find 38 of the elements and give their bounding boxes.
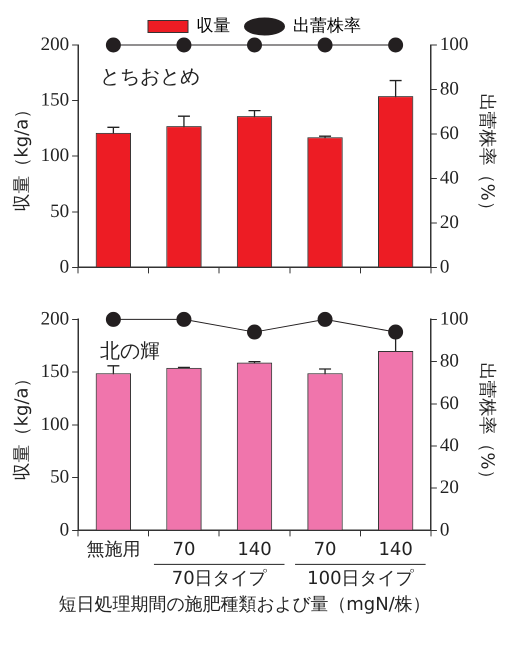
x-axis-title: 短日処理期間の施肥種類および量（mgN/株） <box>58 594 431 616</box>
y-axis-title: 収量（kg/a） <box>11 369 32 480</box>
y2-tick-label: 40 <box>440 434 459 456</box>
y-tick-label: 50 <box>50 466 70 488</box>
y2-tick-label: 20 <box>440 212 459 233</box>
y2-tick-label: 80 <box>440 350 459 372</box>
text: 70日タイプ <box>172 568 268 590</box>
y-tick-label: 100 <box>40 145 70 166</box>
y-axis-title: 収量（kg/a） <box>11 100 32 212</box>
y2-tick-label: 80 <box>440 78 459 100</box>
text: 北の輝 <box>100 338 160 363</box>
y2-tick-label: 100 <box>440 308 468 330</box>
text: 100日タイプ <box>307 568 415 590</box>
y2-tick-label: 60 <box>440 122 459 144</box>
y-tick-label: 0 <box>60 519 70 540</box>
y2-tick-label: 20 <box>440 477 459 498</box>
y-tick-label: 200 <box>40 34 70 55</box>
y-tick-label: 150 <box>40 361 70 382</box>
x-tick-label: 140 <box>237 538 272 560</box>
y-tick-label: 200 <box>40 308 70 330</box>
x-tick-label: 無施用 <box>86 538 140 560</box>
y-tick-label: 150 <box>40 90 70 111</box>
y2-axis-title: 出蕾株率（%） <box>476 362 498 488</box>
y-tick-label: 100 <box>40 414 70 435</box>
y2-tick-label: 0 <box>440 256 450 278</box>
y2-axis-title: 出蕾株率（%） <box>476 94 498 219</box>
y2-tick-label: 40 <box>440 167 459 188</box>
legend-label: 収量 <box>196 16 230 36</box>
x-tick-label: 140 <box>378 538 413 560</box>
y2-tick-label: 60 <box>440 392 459 414</box>
y-tick-label: 0 <box>60 256 70 278</box>
y-tick-label: 50 <box>50 200 70 222</box>
text: とちおとめ <box>100 64 200 88</box>
y2-tick-label: 100 <box>440 34 468 55</box>
x-tick-label: 70 <box>172 538 196 560</box>
x-tick-label: 70 <box>314 538 337 560</box>
y2-tick-label: 0 <box>440 519 450 540</box>
legend-label: 出蕾株率 <box>293 16 361 36</box>
